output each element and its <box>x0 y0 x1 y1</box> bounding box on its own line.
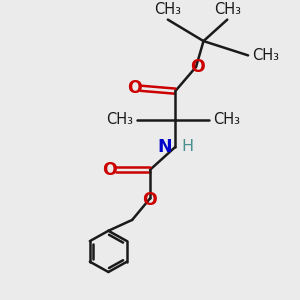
Text: O: O <box>142 191 158 209</box>
Text: O: O <box>102 161 117 179</box>
Text: CH₃: CH₃ <box>213 112 240 127</box>
Text: CH₃: CH₃ <box>253 48 280 63</box>
Text: O: O <box>190 58 205 76</box>
Text: H: H <box>182 140 194 154</box>
Text: N: N <box>157 138 172 156</box>
Text: CH₃: CH₃ <box>106 112 133 127</box>
Text: O: O <box>127 79 142 97</box>
Text: CH₃: CH₃ <box>154 2 181 17</box>
Text: CH₃: CH₃ <box>214 2 241 17</box>
